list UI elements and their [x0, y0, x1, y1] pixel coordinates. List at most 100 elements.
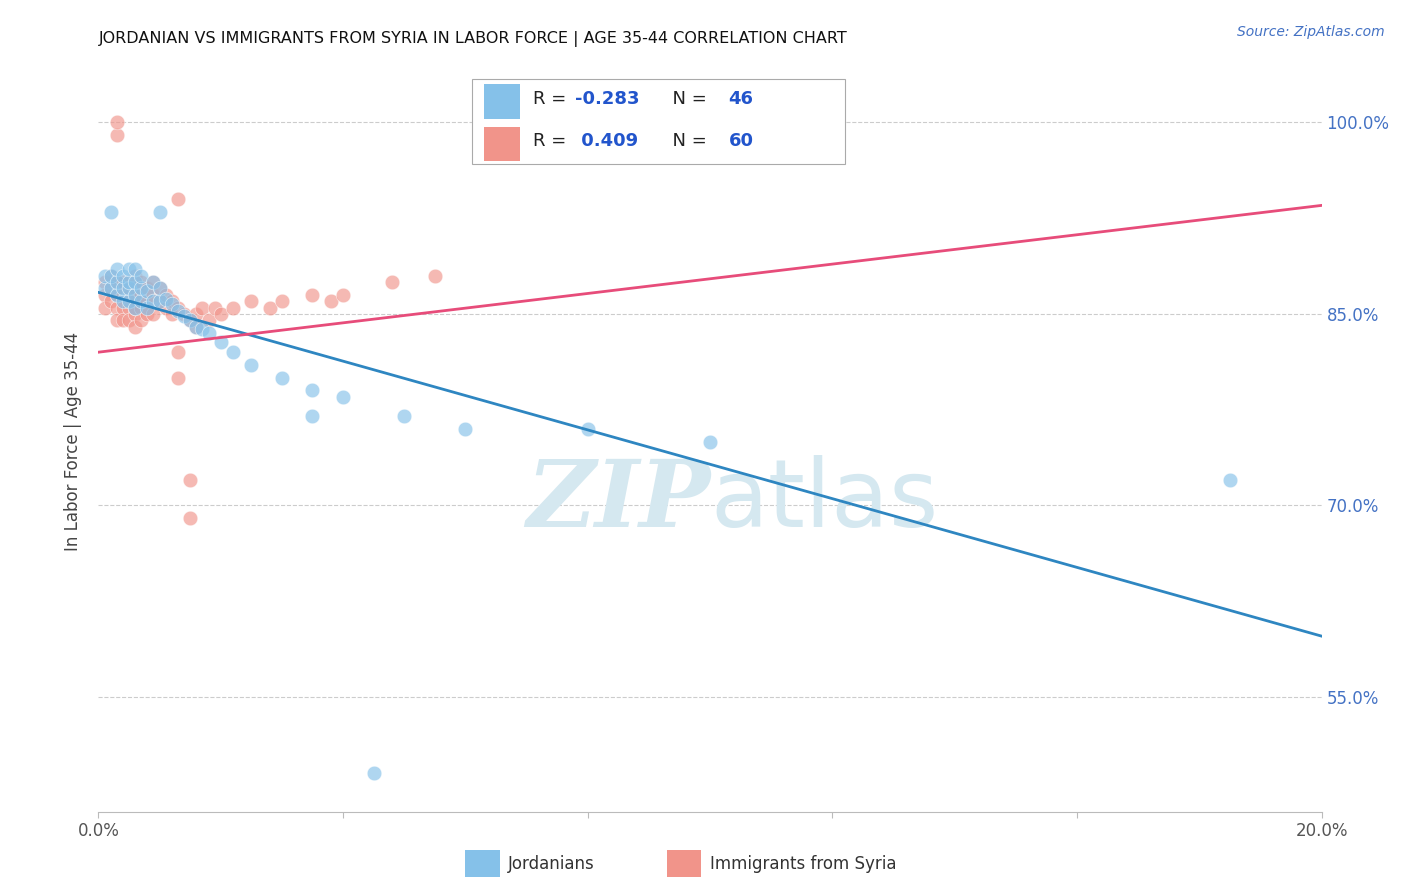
Point	[179, 473, 201, 487]
Point	[149, 294, 172, 309]
Point	[155, 287, 177, 301]
Point	[105, 115, 128, 129]
Point	[129, 268, 152, 283]
Point	[167, 192, 190, 206]
Point	[118, 313, 141, 327]
Point	[699, 434, 721, 449]
Text: N =: N =	[661, 90, 713, 108]
Text: Jordanians: Jordanians	[508, 855, 595, 872]
Point	[105, 313, 128, 327]
Point	[118, 281, 141, 295]
Point	[173, 310, 195, 324]
Point	[100, 268, 122, 283]
Point	[100, 281, 122, 295]
Point	[136, 307, 159, 321]
Point	[160, 294, 183, 309]
Point	[301, 409, 323, 423]
Text: N =: N =	[661, 133, 713, 151]
Point	[129, 281, 152, 295]
Text: -0.283: -0.283	[575, 90, 640, 108]
Point	[124, 281, 146, 295]
Point	[142, 275, 165, 289]
Point	[105, 287, 128, 301]
Point	[136, 284, 159, 298]
Text: Source: ZipAtlas.com: Source: ZipAtlas.com	[1237, 25, 1385, 39]
Point	[301, 384, 323, 398]
Point	[124, 268, 146, 283]
Point	[222, 301, 245, 315]
Point	[301, 287, 323, 301]
Point	[111, 275, 134, 289]
Text: ZIP: ZIP	[526, 456, 710, 546]
Point	[105, 275, 128, 289]
Point	[93, 301, 115, 315]
Point	[186, 319, 208, 334]
Text: 0.409: 0.409	[575, 133, 638, 151]
Point	[240, 358, 263, 372]
Point	[209, 334, 232, 349]
Point	[111, 281, 134, 295]
Text: R =: R =	[533, 90, 572, 108]
Point	[149, 281, 172, 295]
Point	[129, 294, 152, 309]
Point	[149, 281, 172, 295]
Point	[392, 409, 416, 423]
Point	[129, 287, 152, 301]
Point	[191, 301, 214, 315]
Point	[118, 275, 141, 289]
Point	[204, 301, 226, 315]
Point	[100, 294, 122, 309]
Point	[118, 301, 141, 315]
Point	[332, 287, 354, 301]
Point	[155, 301, 177, 315]
Point	[142, 275, 165, 289]
Point	[124, 301, 146, 315]
Text: R =: R =	[533, 133, 572, 151]
Point	[149, 294, 172, 309]
Point	[173, 307, 195, 321]
FancyBboxPatch shape	[668, 850, 702, 877]
Point	[118, 275, 141, 289]
Point	[167, 301, 190, 315]
Point	[124, 262, 146, 277]
Point	[197, 313, 219, 327]
Point	[149, 204, 172, 219]
Point	[105, 275, 128, 289]
Point	[155, 292, 177, 306]
Point	[129, 301, 152, 315]
Point	[93, 275, 115, 289]
Point	[93, 281, 115, 295]
Point	[191, 322, 214, 336]
Point	[111, 268, 134, 283]
Point	[270, 370, 292, 384]
Point	[100, 281, 122, 295]
Point	[186, 319, 208, 334]
Point	[160, 296, 183, 310]
FancyBboxPatch shape	[465, 850, 499, 877]
Point	[136, 281, 159, 295]
Text: Immigrants from Syria: Immigrants from Syria	[710, 855, 897, 872]
Point	[105, 262, 128, 277]
Point	[160, 307, 183, 321]
Point	[105, 128, 128, 143]
Point	[124, 307, 146, 321]
Point	[118, 262, 141, 277]
Point	[100, 268, 122, 283]
Point	[363, 766, 385, 780]
Point	[111, 294, 134, 309]
Point	[142, 287, 165, 301]
Point	[124, 287, 146, 301]
Point	[186, 307, 208, 321]
Point	[167, 304, 190, 318]
Y-axis label: In Labor Force | Age 35-44: In Labor Force | Age 35-44	[65, 332, 83, 551]
Point	[222, 345, 245, 359]
Text: atlas: atlas	[710, 455, 938, 547]
Point	[167, 345, 190, 359]
Point	[129, 313, 152, 327]
Point	[142, 307, 165, 321]
Point	[179, 313, 201, 327]
Point	[111, 281, 134, 295]
Point	[209, 307, 232, 321]
Point	[124, 294, 146, 309]
Text: 46: 46	[728, 90, 754, 108]
